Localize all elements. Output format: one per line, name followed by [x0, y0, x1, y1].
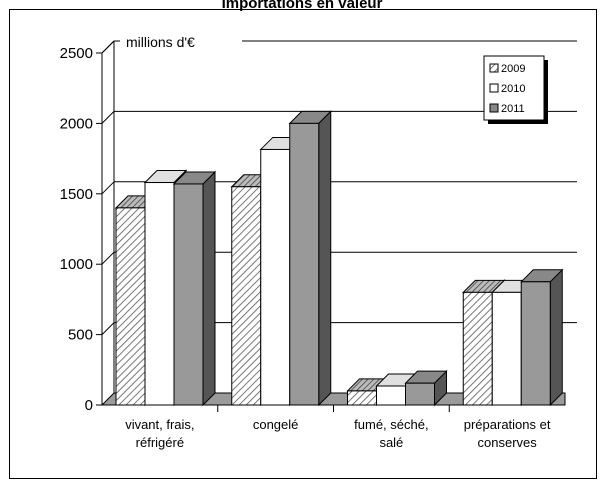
category-label: réfrigéré — [136, 435, 184, 450]
bar-side — [549, 268, 563, 407]
gridline-diag — [101, 111, 115, 124]
chart-frame — [9, 9, 597, 479]
gridline-diag — [101, 181, 115, 195]
legend-swatch — [489, 83, 499, 93]
y-tick-label: 1500 — [60, 186, 93, 203]
gridline-diag — [101, 322, 115, 335]
unit-label-bg — [120, 31, 242, 51]
legend-label: 2009 — [501, 63, 525, 75]
category-label: congelé — [253, 417, 299, 432]
y-tick-label: 1000 — [60, 256, 93, 273]
bar — [462, 291, 493, 406]
unit-label: millions d'€ — [126, 34, 195, 50]
legend-swatch — [489, 63, 499, 73]
category-label: conserves — [478, 435, 538, 450]
y-tick-label: 0 — [85, 397, 93, 414]
y-tick-label: 500 — [68, 327, 93, 344]
bar — [520, 281, 551, 406]
bar-side — [202, 170, 216, 407]
category-label: fumé, séché, — [354, 417, 428, 432]
bar — [347, 390, 377, 406]
category-label: salé — [379, 435, 403, 450]
y-axis-top — [101, 40, 115, 54]
bar — [289, 122, 320, 406]
bar — [231, 186, 262, 406]
bar — [405, 382, 435, 406]
legend-swatch — [489, 103, 499, 113]
y-tick-label: 2500 — [60, 45, 93, 62]
bar-side — [318, 110, 332, 407]
bar — [260, 148, 291, 406]
bar — [173, 183, 204, 406]
y-tick-label: 2000 — [60, 115, 93, 132]
bar — [144, 182, 175, 406]
bar — [115, 207, 146, 406]
legend-label: 2010 — [501, 83, 525, 95]
bar — [376, 385, 406, 406]
gridline-diag — [101, 251, 115, 265]
category-label: vivant, frais, — [125, 417, 194, 432]
category-label: préparations et — [464, 417, 551, 432]
bar — [491, 291, 522, 406]
legend-label: 2011 — [501, 103, 525, 115]
